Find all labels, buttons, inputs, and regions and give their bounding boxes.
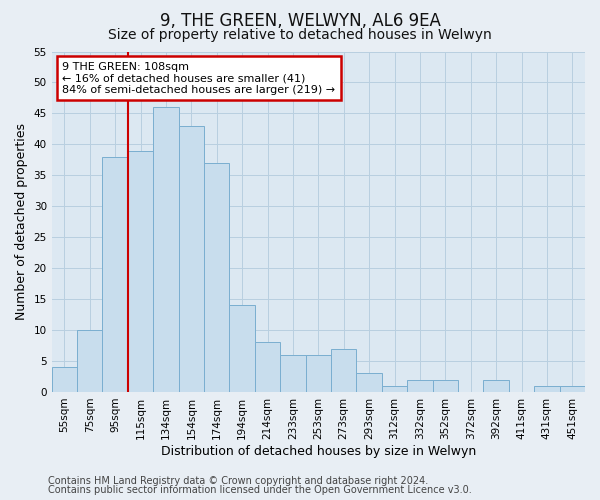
- Bar: [103, 156, 128, 392]
- Bar: [484, 380, 509, 392]
- Bar: [77, 330, 103, 392]
- Bar: [356, 374, 382, 392]
- Bar: [255, 342, 280, 392]
- Bar: [382, 386, 407, 392]
- Text: Size of property relative to detached houses in Welwyn: Size of property relative to detached ho…: [108, 28, 492, 42]
- Y-axis label: Number of detached properties: Number of detached properties: [15, 123, 28, 320]
- Bar: [280, 355, 305, 392]
- Bar: [229, 306, 255, 392]
- Bar: [153, 107, 179, 392]
- Bar: [331, 348, 356, 392]
- Text: 9 THE GREEN: 108sqm
← 16% of detached houses are smaller (41)
84% of semi-detach: 9 THE GREEN: 108sqm ← 16% of detached ho…: [62, 62, 335, 95]
- Bar: [52, 367, 77, 392]
- Bar: [179, 126, 204, 392]
- Bar: [560, 386, 585, 392]
- Bar: [407, 380, 433, 392]
- Bar: [433, 380, 458, 392]
- Bar: [534, 386, 560, 392]
- Text: 9, THE GREEN, WELWYN, AL6 9EA: 9, THE GREEN, WELWYN, AL6 9EA: [160, 12, 440, 30]
- Bar: [305, 355, 331, 392]
- X-axis label: Distribution of detached houses by size in Welwyn: Distribution of detached houses by size …: [161, 444, 476, 458]
- Bar: [204, 163, 229, 392]
- Text: Contains public sector information licensed under the Open Government Licence v3: Contains public sector information licen…: [48, 485, 472, 495]
- Bar: [128, 150, 153, 392]
- Text: Contains HM Land Registry data © Crown copyright and database right 2024.: Contains HM Land Registry data © Crown c…: [48, 476, 428, 486]
